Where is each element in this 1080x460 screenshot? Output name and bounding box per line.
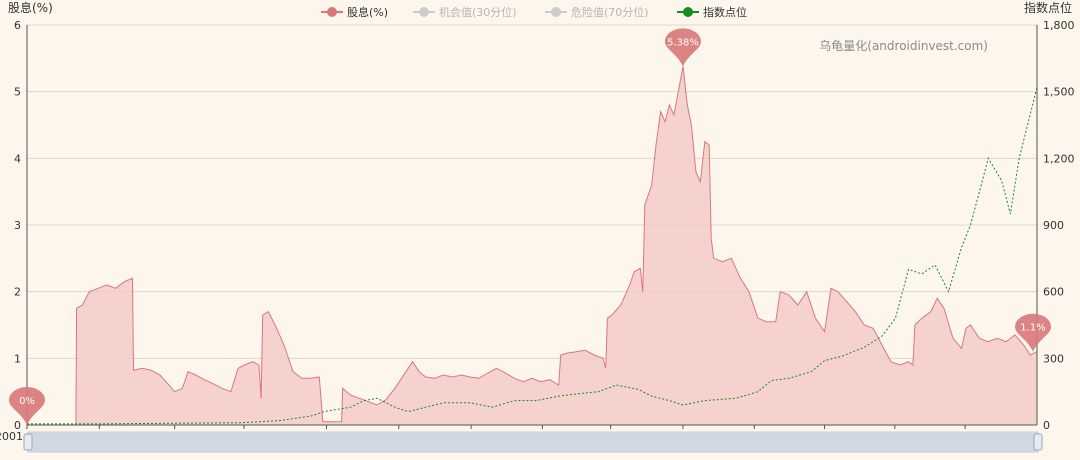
left-tick-label: 5 — [14, 86, 21, 99]
left-tick-label: 1 — [14, 352, 21, 365]
marker-label: 0% — [19, 396, 35, 407]
marker-pin — [664, 28, 701, 67]
watermark: 乌龟量化(androidinvest.com) — [819, 38, 988, 53]
left-axis-name: 股息(%) — [8, 0, 53, 15]
markers: 5.38% 0% 1.1% — [9, 28, 1051, 425]
right-tick-label: 900 — [1043, 219, 1064, 232]
legend-marker — [327, 7, 337, 17]
data-zoom-slider[interactable] — [23, 431, 1043, 453]
right-tick-label: 1,800 — [1043, 19, 1075, 32]
legend-label: 危险值(70分位) — [571, 5, 649, 19]
left-tick-label: 6 — [14, 19, 21, 32]
marker-label: 1.1% — [1020, 323, 1045, 334]
legend-label: 机会值(30分位) — [439, 5, 517, 19]
legend: 股息(%) 机会值(30分位) 危险值(70分位) 指数点位 — [321, 5, 747, 19]
legend-label: 股息(%) — [347, 5, 388, 19]
dividend-series — [27, 66, 1038, 426]
dividend-line — [27, 66, 1038, 426]
zoom-handle-left[interactable] — [23, 433, 33, 451]
zoom-handle-right[interactable] — [1033, 433, 1043, 451]
marker-pin — [1015, 313, 1051, 352]
left-tick-label: 4 — [14, 152, 21, 165]
zoom-selection[interactable] — [28, 432, 1038, 452]
legend-label: 指数点位 — [703, 5, 747, 19]
marker-pin — [9, 387, 45, 425]
right-tick-label: 0 — [1043, 419, 1050, 432]
left-tick-label: 0 — [14, 419, 21, 432]
legend-marker — [683, 7, 693, 17]
right-tick-label: 300 — [1043, 352, 1064, 365]
left-tick-label: 3 — [14, 219, 21, 232]
legend-marker — [551, 7, 561, 17]
right-tick-label: 600 — [1043, 286, 1064, 299]
right-axis-name: 指数点位 — [1024, 0, 1072, 15]
legend-marker — [419, 7, 429, 17]
index-line — [27, 87, 1038, 425]
right-tick-label: 1,200 — [1043, 152, 1075, 165]
marker-label: 5.38% — [667, 37, 699, 48]
index-series — [27, 87, 1038, 425]
left-tick-label: 2 — [14, 286, 21, 299]
right-tick-label: 1,500 — [1043, 86, 1075, 99]
